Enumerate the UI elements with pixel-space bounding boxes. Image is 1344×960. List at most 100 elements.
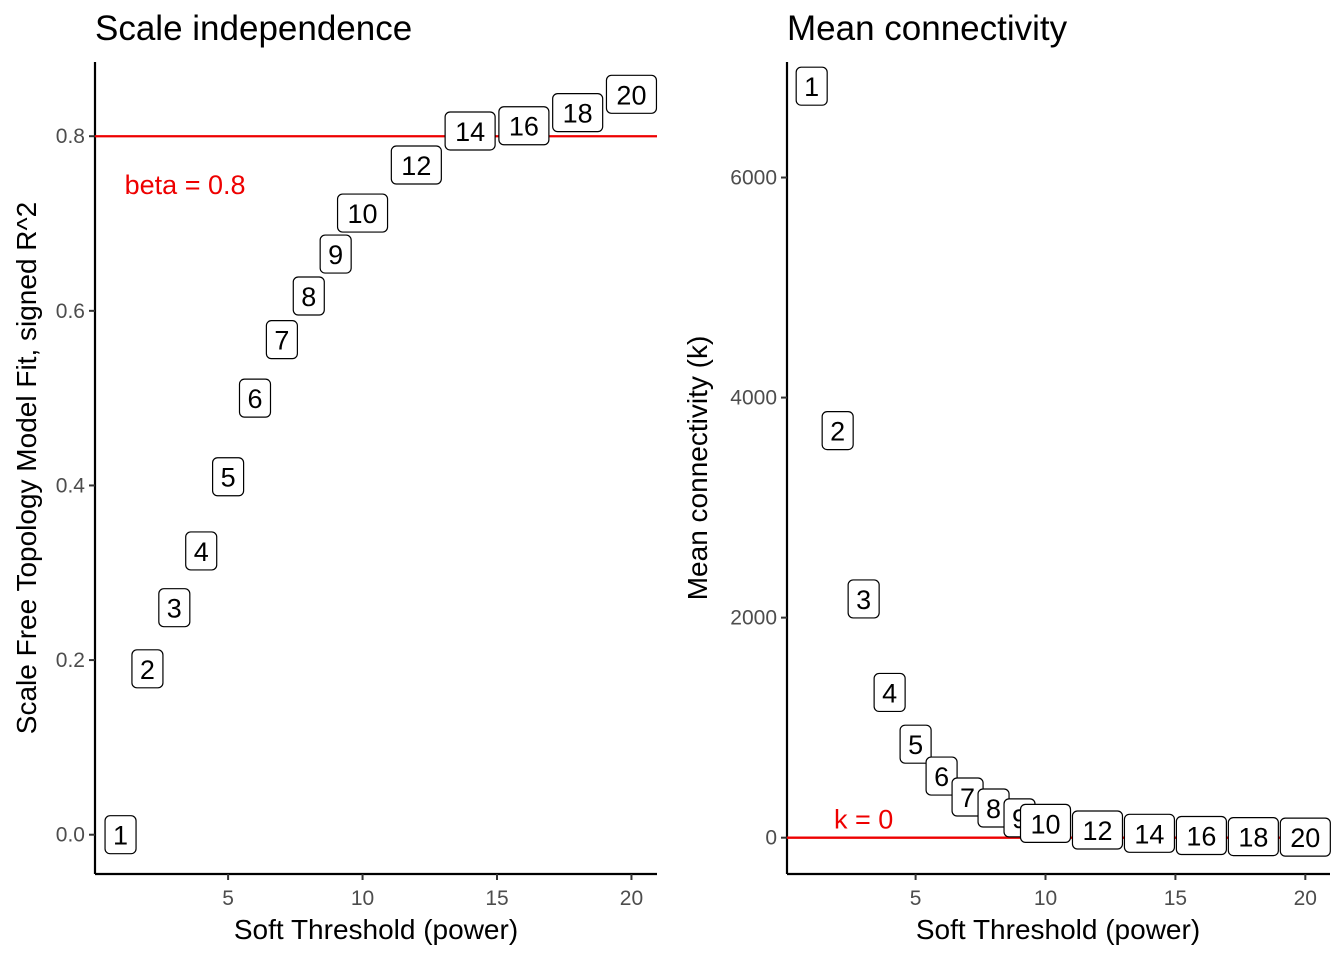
point-label-18: 18 bbox=[552, 93, 604, 133]
point-label-box bbox=[873, 672, 906, 713]
point-label-2: 2 bbox=[821, 410, 854, 451]
point-label-8: 8 bbox=[292, 276, 325, 316]
point-label-text: 10 bbox=[348, 199, 378, 229]
point-label-box bbox=[925, 756, 958, 796]
x-tick-label: 5 bbox=[910, 887, 922, 910]
point-label-box bbox=[1227, 816, 1279, 857]
point-label-20: 20 bbox=[605, 74, 658, 114]
point-label-text: 14 bbox=[455, 117, 485, 147]
point-label-text: 14 bbox=[1134, 819, 1164, 849]
point-label-2: 2 bbox=[131, 649, 164, 689]
point-label-4: 4 bbox=[185, 531, 218, 571]
point-label-6: 6 bbox=[925, 756, 958, 796]
point-label-box bbox=[319, 234, 352, 274]
point-label-text: 10 bbox=[1030, 809, 1060, 839]
point-label-7: 7 bbox=[951, 777, 984, 817]
point-label-1: 1 bbox=[795, 66, 828, 106]
point-label-text: 12 bbox=[1082, 816, 1112, 846]
y-tick-label: 0.0 bbox=[56, 824, 85, 847]
y-tick-label: 6000 bbox=[730, 167, 777, 190]
x-tick-label: 10 bbox=[1034, 887, 1057, 910]
point-label-1: 1 bbox=[104, 815, 137, 855]
x-tick-label: 20 bbox=[1294, 887, 1317, 910]
point-label-5: 5 bbox=[212, 457, 245, 497]
point-label-box bbox=[552, 93, 604, 133]
point-label-box bbox=[605, 74, 658, 114]
point-label-16: 16 bbox=[498, 106, 550, 146]
point-label-text: 4 bbox=[194, 537, 209, 567]
point-label-text: 16 bbox=[1186, 821, 1216, 851]
point-label-text: 5 bbox=[221, 463, 236, 493]
point-label-box bbox=[212, 457, 245, 497]
point-label-12: 12 bbox=[1071, 810, 1124, 850]
point-label-20: 20 bbox=[1279, 817, 1331, 857]
y-tick-label: 0.2 bbox=[56, 649, 85, 672]
x-tick-label: 10 bbox=[351, 887, 374, 910]
reference-line-label: beta = 0.8 bbox=[125, 170, 246, 200]
mean-connectivity-panel: Mean connectivity Soft Threshold (power)… bbox=[682, 9, 1331, 945]
point-label-box bbox=[444, 111, 496, 151]
point-label-text: 18 bbox=[1238, 823, 1268, 853]
ticks-layer: 5 10 15 20 0.0 0.2 0.4 0.6 0.8 bbox=[56, 125, 643, 910]
point-label-box bbox=[238, 378, 272, 418]
chart-title: Mean connectivity bbox=[787, 9, 1068, 48]
point-label-box bbox=[336, 193, 389, 233]
point-label-box bbox=[1175, 815, 1227, 856]
point-label-text: 6 bbox=[934, 762, 949, 792]
x-axis-title: Soft Threshold (power) bbox=[234, 914, 518, 945]
point-label-text: 8 bbox=[986, 794, 1001, 824]
point-label-text: 16 bbox=[509, 112, 539, 142]
y-tick-label: 0.6 bbox=[56, 300, 85, 323]
point-label-box bbox=[795, 66, 828, 106]
scale-independence-panel: Scale independence Soft Threshold (power… bbox=[11, 9, 658, 945]
point-label-4: 4 bbox=[873, 672, 906, 713]
point-label-box bbox=[131, 649, 164, 689]
y-tick-label: 0 bbox=[765, 827, 777, 850]
point-label-box bbox=[265, 320, 298, 360]
y-axis-title: Scale Free Topology Model Fit, signed R^… bbox=[11, 202, 42, 734]
point-label-box bbox=[847, 579, 880, 619]
point-label-text: 6 bbox=[247, 384, 262, 414]
point-label-text: 3 bbox=[856, 585, 871, 615]
point-label-box bbox=[821, 410, 854, 451]
point-label-10: 10 bbox=[336, 193, 389, 233]
point-label-3: 3 bbox=[847, 579, 880, 619]
point-label-10: 10 bbox=[1019, 803, 1072, 843]
point-label-12: 12 bbox=[390, 145, 442, 185]
y-tick-label: 0.4 bbox=[56, 474, 86, 497]
point-label-box bbox=[390, 145, 442, 185]
point-label-14: 14 bbox=[1123, 813, 1176, 853]
point-label-7: 7 bbox=[265, 320, 298, 360]
point-label-18: 18 bbox=[1227, 816, 1279, 857]
point-label-text: 3 bbox=[167, 594, 182, 624]
point-label-text: 7 bbox=[274, 326, 289, 356]
point-label-text: 4 bbox=[882, 678, 897, 708]
point-label-9: 9 bbox=[319, 234, 352, 274]
point-label-text: 5 bbox=[908, 730, 923, 760]
point-label-text: 2 bbox=[830, 417, 845, 447]
x-tick-label: 20 bbox=[620, 887, 643, 910]
point-label-8: 8 bbox=[977, 788, 1010, 828]
y-tick-label: 4000 bbox=[730, 387, 777, 410]
point-label-text: 8 bbox=[301, 282, 316, 312]
x-tick-label: 15 bbox=[1164, 887, 1187, 910]
y-tick-label: 0.8 bbox=[56, 125, 85, 148]
point-label-16: 16 bbox=[1175, 815, 1227, 856]
x-tick-label: 15 bbox=[485, 887, 508, 910]
point-label-text: 12 bbox=[401, 151, 431, 181]
point-label-box bbox=[1071, 810, 1124, 850]
point-label-text: 9 bbox=[328, 240, 343, 270]
point-label-text: 18 bbox=[563, 99, 593, 129]
point-label-text: 20 bbox=[616, 80, 646, 110]
point-label-6: 6 bbox=[238, 378, 272, 418]
point-label-3: 3 bbox=[158, 588, 191, 628]
y-axis-title: Mean connectivity (k) bbox=[682, 336, 713, 601]
point-label-box bbox=[185, 531, 218, 571]
point-label-text: 7 bbox=[960, 783, 975, 813]
point-label-box bbox=[498, 106, 550, 146]
y-tick-label: 2000 bbox=[730, 607, 777, 630]
point-label-box bbox=[1279, 817, 1331, 857]
